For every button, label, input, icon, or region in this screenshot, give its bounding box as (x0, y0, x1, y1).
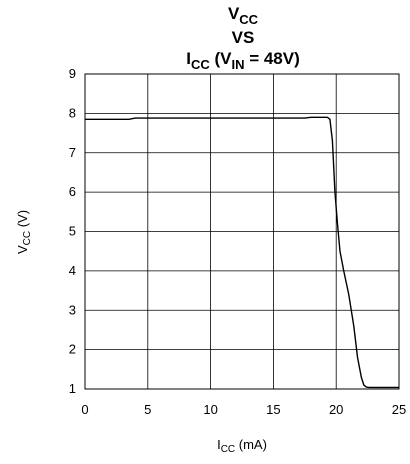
y-tick-label: 3 (69, 302, 76, 317)
chart-title-line-2: VS (232, 28, 255, 47)
x-tick-labels: 0 5 10 15 20 25 (81, 402, 406, 417)
plot-frame (84, 73, 400, 390)
y-tick-label: 6 (69, 184, 76, 199)
y-tick-label: 9 (69, 66, 76, 81)
y-tick-label: 5 (69, 224, 76, 239)
x-tick-label: 20 (329, 402, 343, 417)
y-axis-label: VCC (V) (15, 210, 33, 254)
y-tick-label: 8 (69, 105, 76, 120)
y-tick-label: 2 (69, 342, 76, 357)
y-tick-label: 1 (69, 381, 76, 396)
x-axis-label: ICC (mA) (217, 437, 267, 455)
chart-title-line-3: ICC (VIN = 48V) (186, 49, 300, 72)
chart-title-line-1: VCC (228, 4, 259, 27)
x-tick-label: 25 (392, 402, 406, 417)
x-tick-label: 5 (144, 402, 151, 417)
y-tick-label: 4 (69, 263, 76, 278)
x-tick-label: 10 (203, 402, 217, 417)
series-line (85, 116, 399, 389)
x-tick-label: 0 (81, 402, 88, 417)
grid-lines (84, 73, 400, 390)
y-tick-label: 7 (69, 145, 76, 160)
y-tick-labels: 1 2 3 4 5 6 7 8 9 (69, 66, 76, 396)
x-tick-label: 15 (266, 402, 280, 417)
